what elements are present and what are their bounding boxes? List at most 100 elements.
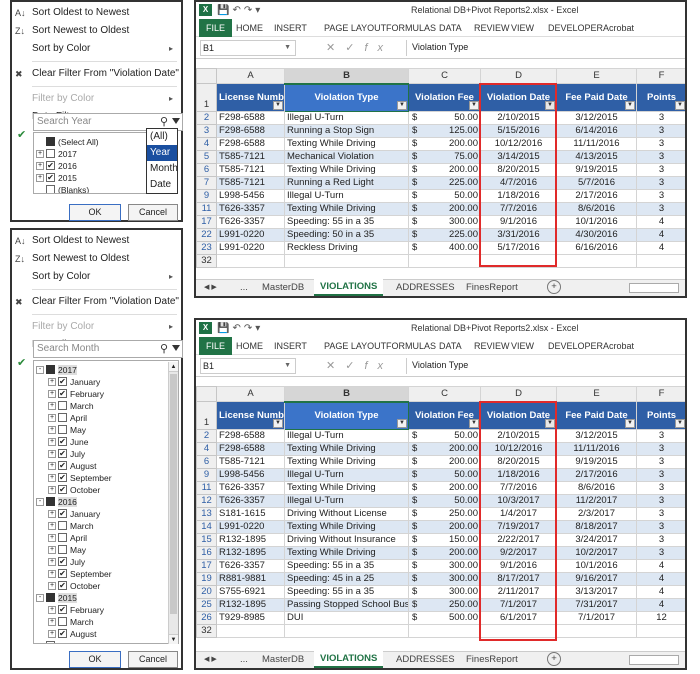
cell-fee[interactable]: $150.00 <box>408 533 481 547</box>
expand-icon[interactable]: + <box>48 473 56 482</box>
table-header-cell[interactable]: Points ▼ <box>636 401 685 430</box>
tree-item[interactable]: + ✔ July <box>36 447 178 459</box>
cell-license[interactable]: L991-0220 <box>216 228 285 242</box>
cell-fee-paid-date[interactable]: 4/13/2015 <box>556 150 637 164</box>
table-header-cell[interactable]: Violation Date ▼ <box>480 401 557 430</box>
cell-points[interactable]: 4 <box>636 598 685 612</box>
cell-points[interactable]: 3 <box>636 520 685 534</box>
column-header[interactable]: A <box>216 68 285 84</box>
cell-fee-paid-date[interactable]: 3/12/2015 <box>556 429 637 443</box>
table-header-cell[interactable]: Points ▼ <box>636 83 685 112</box>
menu-item[interactable]: ✖ Clear Filter From "Violation Date" <box>12 293 181 311</box>
checkbox[interactable]: ✔ <box>58 473 67 483</box>
filter-dropdown-icon[interactable]: ▼ <box>273 101 283 110</box>
cell-points[interactable]: 4 <box>636 228 685 242</box>
table-header-cell[interactable]: Fee Paid Date ▼ <box>556 83 637 112</box>
cell-violation-date[interactable]: 3/14/2015 <box>480 150 557 164</box>
row-header[interactable]: 7 <box>196 176 217 190</box>
cell-license[interactable]: R132-1895 <box>216 598 285 612</box>
cell-fee[interactable]: $50.00 <box>408 468 481 482</box>
checkbox[interactable] <box>58 425 67 435</box>
checkbox[interactable] <box>46 641 55 643</box>
search-icon[interactable]: ⚲ <box>159 116 168 128</box>
cell-license[interactable]: T585-7121 <box>216 176 285 190</box>
cell-violation-type[interactable]: Texting While Driving <box>284 520 409 534</box>
column-header[interactable]: C <box>408 386 481 402</box>
sheet-tab-violations[interactable]: VIOLATIONS <box>314 279 384 296</box>
cell-points[interactable]: 4 <box>636 559 685 573</box>
cell-fee[interactable]: $200.00 <box>408 546 481 560</box>
expand-icon[interactable]: + <box>48 629 56 638</box>
cell-fee-paid-date[interactable]: 3/12/2015 <box>556 111 637 125</box>
cell-violation-type[interactable]: Speeding: 55 in a 35 <box>284 215 409 229</box>
row-header[interactable]: 1 <box>196 83 217 112</box>
dropdown-option[interactable]: Year <box>147 145 177 161</box>
checkbox[interactable]: ✔ <box>58 509 67 519</box>
formula-buttons[interactable]: ✕✓fx <box>326 42 393 54</box>
cell-points[interactable]: 3 <box>636 111 685 125</box>
horizontal-scrollbar[interactable] <box>629 283 679 293</box>
quick-access-toolbar[interactable]: 💾↶↷▾ <box>217 5 264 16</box>
table-header-cell[interactable]: Violation Fee ▼ <box>408 83 481 112</box>
row-header[interactable]: 13 <box>196 507 217 521</box>
row-header[interactable]: 20 <box>196 585 217 599</box>
filter-dropdown-icon[interactable]: ▼ <box>625 101 635 110</box>
empty-cell[interactable] <box>408 624 481 638</box>
collapse-icon[interactable]: - <box>36 365 44 374</box>
cell-license[interactable]: R132-1895 <box>216 533 285 547</box>
table-header-cell[interactable]: Violation Fee ▼ <box>408 401 481 430</box>
expand-icon[interactable]: + <box>48 413 56 422</box>
expand-icon[interactable]: + <box>48 545 56 554</box>
checkbox[interactable]: ✔ <box>58 557 67 567</box>
cell-license[interactable]: L998-5456 <box>216 189 285 203</box>
cell-license[interactable]: L991-0220 <box>216 241 285 255</box>
cell-violation-type[interactable]: Mechanical Violation <box>284 150 409 164</box>
cell-points[interactable]: 3 <box>636 163 685 177</box>
tree-item[interactable]: + ✔ August <box>36 459 178 471</box>
cell-violation-type[interactable]: Texting While Driving <box>284 137 409 151</box>
row-header[interactable]: 32 <box>196 254 217 268</box>
tree-item[interactable]: (Blanks) <box>36 639 178 643</box>
expand-icon[interactable]: + <box>48 521 56 530</box>
select-all-corner[interactable] <box>196 386 217 402</box>
cell-violation-type[interactable]: Driving Without Insurance <box>284 533 409 547</box>
ribbon-tab-insert[interactable]: INSERT <box>274 341 307 351</box>
cell-fee[interactable]: $50.00 <box>408 111 481 125</box>
menu-item[interactable]: ✖ Clear Filter From "Violation Date" <box>12 65 181 83</box>
cell-fee[interactable]: $250.00 <box>408 507 481 521</box>
cell-fee[interactable]: $200.00 <box>408 455 481 469</box>
checkbox[interactable] <box>58 617 67 627</box>
tree-item[interactable]: (Blanks) <box>36 183 146 193</box>
expand-icon[interactable]: + <box>48 533 56 542</box>
formula-input[interactable]: Violation Type <box>406 40 685 56</box>
cell-fee-paid-date[interactable]: 2/17/2016 <box>556 468 637 482</box>
cell-fee-paid-date[interactable]: 2/17/2016 <box>556 189 637 203</box>
name-box[interactable]: B1 ▼ <box>200 358 296 374</box>
cell-violation-type[interactable]: Illegal U-Turn <box>284 189 409 203</box>
cell-violation-date[interactable]: 9/2/2017 <box>480 546 557 560</box>
tree-item[interactable]: + ✔ October <box>36 579 178 591</box>
table-header-cell[interactable]: Violation Date ▼ <box>480 83 557 112</box>
cell-fee-paid-date[interactable]: 8/18/2017 <box>556 520 637 534</box>
cell-license[interactable]: T626-3357 <box>216 202 285 216</box>
tree-item[interactable]: + ✔ September <box>36 471 178 483</box>
filter-dropdown-icon[interactable]: ▼ <box>397 419 407 428</box>
ribbon-tab-home[interactable]: HOME <box>236 23 263 33</box>
cell-violation-type[interactable]: Texting While Driving <box>284 202 409 216</box>
cell-fee-paid-date[interactable]: 10/2/2017 <box>556 546 637 560</box>
ribbon-tab-acrobat[interactable]: Acrobat <box>603 341 635 351</box>
row-header[interactable]: 6 <box>196 455 217 469</box>
tree-item[interactable]: + ✔ June <box>36 435 178 447</box>
expand-icon[interactable]: + <box>36 161 44 170</box>
cell-fee[interactable]: $200.00 <box>408 481 481 495</box>
cell-fee[interactable]: $300.00 <box>408 585 481 599</box>
cell-violation-date[interactable]: 7/1/2017 <box>480 598 557 612</box>
column-header[interactable]: A <box>216 386 285 402</box>
expand-icon[interactable]: + <box>36 149 44 158</box>
row-header[interactable]: 2 <box>196 429 217 443</box>
cell-license[interactable]: L998-5456 <box>216 468 285 482</box>
empty-cell[interactable] <box>480 624 557 638</box>
cell-fee-paid-date[interactable]: 11/2/2017 <box>556 494 637 508</box>
sheet-tab-addresses[interactable]: ADDRESSES <box>396 282 455 293</box>
ribbon-tab-page-layout[interactable]: PAGE LAYOUT <box>324 341 387 351</box>
